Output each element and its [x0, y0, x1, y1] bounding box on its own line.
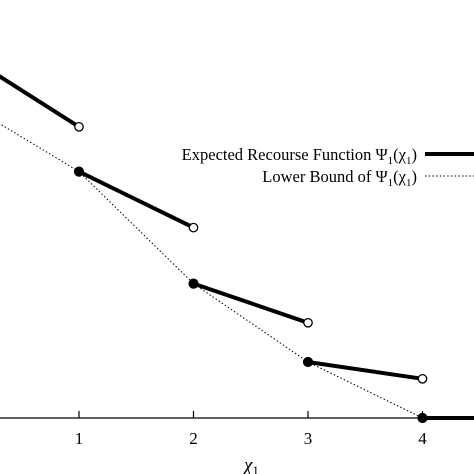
- legend: Expected Recourse Function Ψ1(χ1)Lower B…: [182, 145, 474, 189]
- legend-entry-lower-bound-part: Lower Bound of Ψ: [262, 167, 388, 186]
- recourse-function-segment: [192, 281, 309, 325]
- open-point-marker: [303, 317, 313, 328]
- open-point-marker: [74, 121, 84, 132]
- filled-point-marker: [73, 166, 85, 177]
- recourse-function-segment: [0, 74, 81, 129]
- legend-entry-lower-bound-part: (χ: [393, 167, 406, 186]
- legend-entry-recourse-function: Expected Recourse Function Ψ1(χ1): [182, 145, 417, 167]
- legend-entry-lower-bound-part: 1: [388, 177, 394, 189]
- filled-point-marker: [302, 356, 314, 368]
- legend-entry-recourse-function-part: 1: [388, 155, 394, 167]
- x-tick-label: 1: [75, 429, 84, 448]
- recourse-function-segment: [307, 360, 423, 381]
- legend-entry-recourse-function-part: ): [412, 145, 418, 164]
- legend-entry-recourse-function-part: (χ: [393, 145, 406, 164]
- series-layer: [0, 74, 474, 424]
- recourse-function-segment: [78, 169, 195, 230]
- lower-bound-line: [0, 123, 423, 419]
- legend-entry-lower-bound: Lower Bound of Ψ1(χ1): [262, 167, 417, 189]
- legend-entry-lower-bound-part: 1: [406, 177, 412, 189]
- x-axis-label: χ1: [242, 455, 259, 474]
- axes: 1 2 3 4 χ1: [0, 411, 474, 474]
- x-tick-label: 4: [418, 429, 427, 448]
- legend-entry-recourse-function-part: 1: [406, 155, 412, 167]
- x-axis-label-subscript: 1: [252, 463, 259, 474]
- x-tick-label: 2: [189, 429, 198, 448]
- x-tick-label: 3: [304, 429, 313, 448]
- filled-point-marker: [417, 412, 428, 424]
- filled-point-marker: [188, 278, 199, 289]
- open-point-marker: [188, 222, 199, 233]
- open-point-marker: [417, 373, 428, 384]
- legend-entry-recourse-function-part: Expected Recourse Function Ψ: [182, 145, 389, 164]
- legend-entry-lower-bound-part: ): [412, 167, 418, 186]
